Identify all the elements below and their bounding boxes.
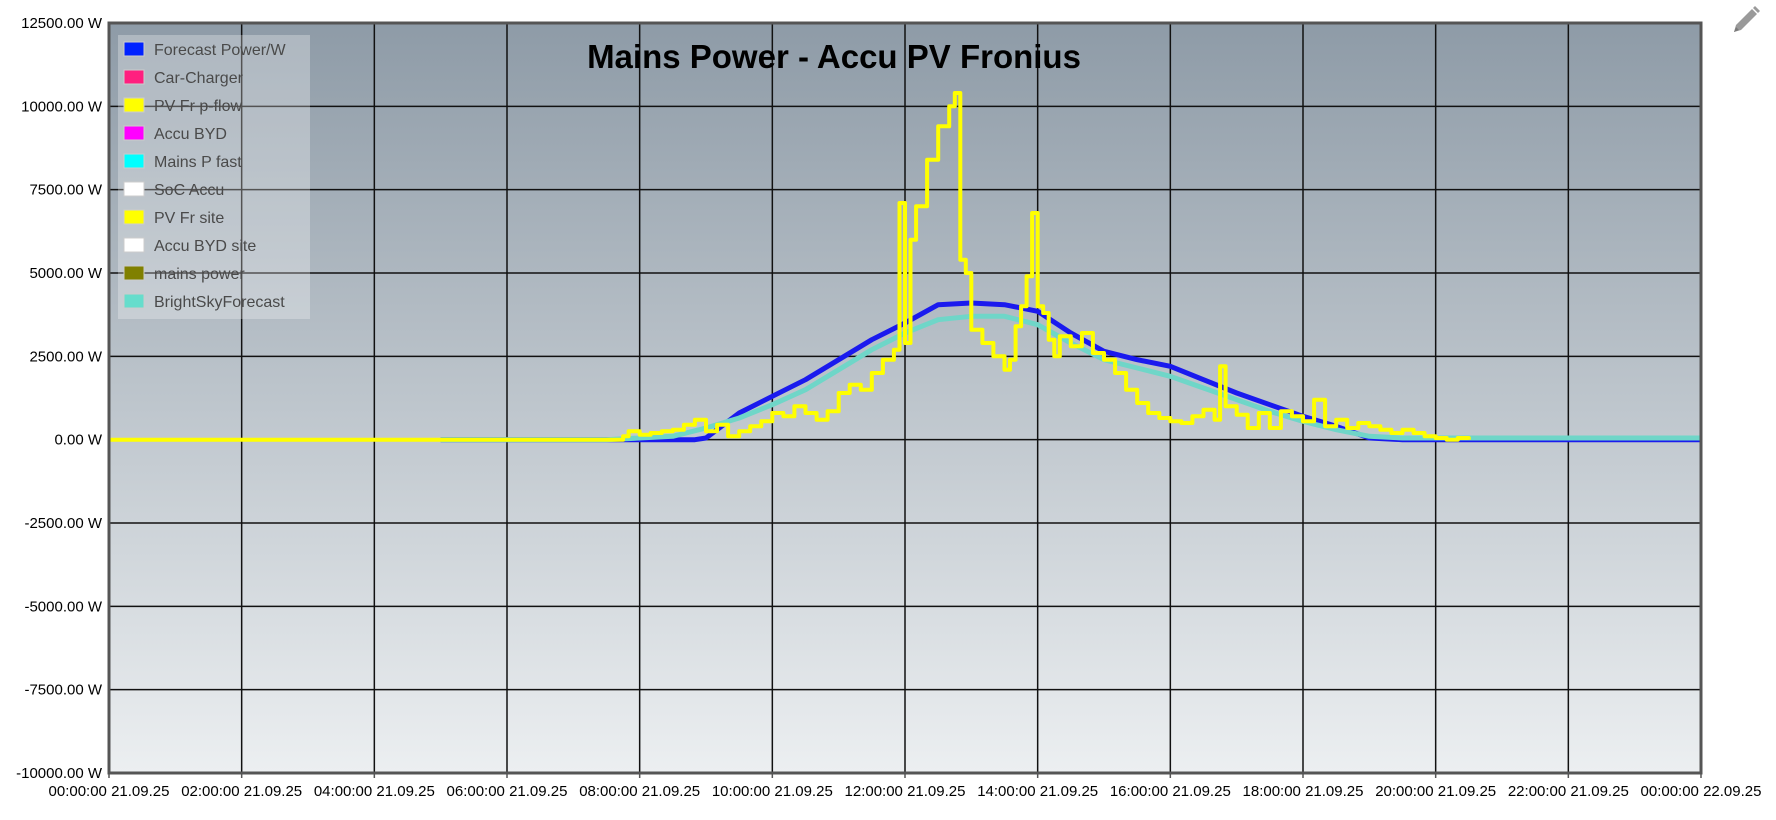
- legend-item-label[interactable]: Accu BYD: [154, 126, 227, 143]
- legend-item-label[interactable]: Car-Charger: [154, 70, 244, 87]
- legend-swatch: [123, 125, 145, 141]
- y-tick-label: 0.00 W: [54, 432, 102, 449]
- legend-item-label[interactable]: BrightSkyForecast: [154, 294, 285, 311]
- legend-swatch: [123, 97, 145, 113]
- edit-button[interactable]: [1728, 2, 1764, 38]
- pencil-icon: [1734, 6, 1760, 32]
- legend-item-label[interactable]: Mains P fast: [154, 154, 242, 171]
- legend-item-label[interactable]: Forecast Power/W: [154, 42, 286, 59]
- x-tick-label: 00:00:00 21.09.25: [49, 783, 170, 800]
- y-tick-label: -10000.00 W: [16, 765, 103, 782]
- y-tick-label: 10000.00 W: [21, 98, 103, 115]
- legend-swatch: [123, 41, 145, 57]
- legend-item-label[interactable]: mains power: [154, 266, 245, 283]
- legend-item-label[interactable]: PV Fr site: [154, 210, 224, 227]
- chart-title: Mains Power - Accu PV Fronius: [587, 38, 1081, 75]
- x-tick-label: 00:00:00 22.09.25: [1641, 783, 1762, 800]
- y-axis-ticks: 12500.00 W 10000.00 W 7500.00 W 5000.00 W 25…: [16, 15, 103, 782]
- x-axis-ticks: 00:00:00 21.09.25 02:00:00 21.09.25 04:00:…: [49, 773, 1762, 800]
- series-layer: [109, 91, 1701, 443]
- legend-swatch: [123, 237, 145, 253]
- legend-item-label[interactable]: Accu BYD site: [154, 238, 256, 255]
- legend-item-label[interactable]: PV Fr p-flow: [154, 98, 242, 115]
- x-tick-label: 16:00:00 21.09.25: [1110, 783, 1231, 800]
- x-tick-label: 06:00:00 21.09.25: [447, 783, 568, 800]
- x-tick-label: 18:00:00 21.09.25: [1243, 783, 1364, 800]
- x-tick-label: 20:00:00 21.09.25: [1375, 783, 1496, 800]
- legend-swatch: [123, 153, 145, 169]
- series-line-pv-fr-p-flow: [109, 91, 1471, 442]
- x-tick-label: 04:00:00 21.09.25: [314, 783, 435, 800]
- y-tick-label: -2500.00 W: [24, 515, 102, 532]
- y-tick-label: -7500.00 W: [24, 682, 102, 699]
- legend[interactable]: Forecast Power/W Car-Charger PV Fr p-flow A…: [118, 35, 310, 319]
- legend-swatch: [123, 293, 145, 309]
- x-tick-label: 14:00:00 21.09.25: [977, 783, 1098, 800]
- y-tick-label: 12500.00 W: [21, 15, 103, 32]
- y-tick-label: 2500.00 W: [29, 348, 102, 365]
- x-tick-label: 12:00:00 21.09.25: [845, 783, 966, 800]
- legend-swatch: [123, 209, 145, 225]
- x-tick-label: 10:00:00 21.09.25: [712, 783, 833, 800]
- legend-swatch: [123, 181, 145, 197]
- x-tick-label: 02:00:00 21.09.25: [181, 783, 302, 800]
- legend-item-label[interactable]: SoC Accu: [154, 182, 224, 199]
- x-tick-label: 08:00:00 21.09.25: [579, 783, 700, 800]
- y-tick-label: 5000.00 W: [29, 265, 102, 282]
- y-tick-label: 7500.00 W: [29, 182, 102, 199]
- legend-swatch: [123, 265, 145, 281]
- legend-swatch: [123, 69, 145, 85]
- y-tick-label: -5000.00 W: [24, 598, 102, 615]
- legend-background: [118, 35, 310, 319]
- x-tick-label: 22:00:00 21.09.25: [1508, 783, 1629, 800]
